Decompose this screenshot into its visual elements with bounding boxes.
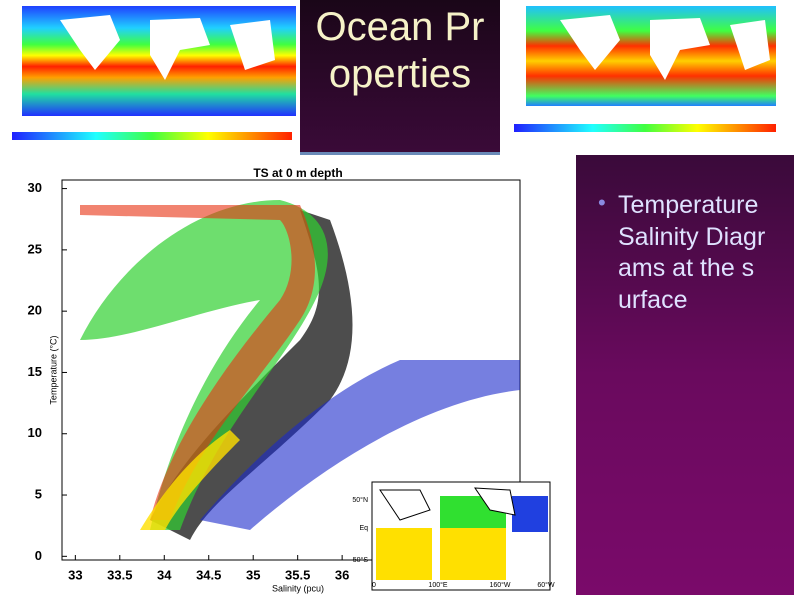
lon-label: 0: [372, 582, 376, 589]
chart-title: TS at 0 m depth: [253, 166, 342, 180]
scatter-cloud: [140, 430, 240, 530]
x-axis-label: Salinity (pcu): [272, 583, 324, 593]
lon-label: 160°W: [489, 581, 510, 589]
scatter-cloud: [80, 200, 328, 530]
land: [560, 15, 770, 80]
land: [60, 15, 275, 80]
inset-map: 50°N Eq 50°S 0 100°E 160°W 60°W: [352, 481, 555, 591]
y-tick-label: 25: [28, 241, 42, 256]
bullet-text: Temperature Salinity Diagrams at the sur…: [618, 191, 766, 314]
x-tick-label: 33: [68, 567, 82, 582]
colorbar: [514, 124, 776, 132]
y-tick-label: 15: [28, 364, 42, 379]
lat-label: 50°S: [353, 556, 369, 564]
x-tick-label: 35.5: [285, 567, 310, 582]
maps: [12, 6, 776, 140]
side-panel: [576, 155, 794, 595]
scatter-cloud: [200, 360, 520, 530]
lon-label: 100°E: [428, 581, 447, 589]
slide-title: Ocean Properties: [315, 5, 485, 96]
x-tick-label: 36: [335, 567, 349, 582]
x-tick-label: 35: [246, 567, 260, 582]
colorbar: [12, 132, 292, 140]
x-tick-label: 34: [157, 567, 172, 582]
x-tick-label: 33.5: [107, 567, 132, 582]
lat-label: 50°N: [352, 496, 368, 504]
lat-label: Eq: [359, 525, 368, 532]
y-tick-label: 30: [28, 180, 42, 195]
x-tick-label: 34.5: [196, 567, 221, 582]
y-tick-label: 20: [28, 303, 42, 318]
bullet-dot: •: [598, 190, 606, 215]
y-tick-label: 10: [28, 425, 42, 440]
y-axis-label: Temperature (°C): [48, 335, 58, 404]
title-box: [300, 0, 500, 155]
lon-label: 60°W: [537, 581, 555, 589]
y-tick-label: 5: [35, 486, 42, 501]
ts-chart: 50°N Eq 50°S 0 100°E 160°W 60°W TS at 0 m dept…: [28, 166, 555, 593]
y-tick-label: 0: [35, 548, 42, 563]
